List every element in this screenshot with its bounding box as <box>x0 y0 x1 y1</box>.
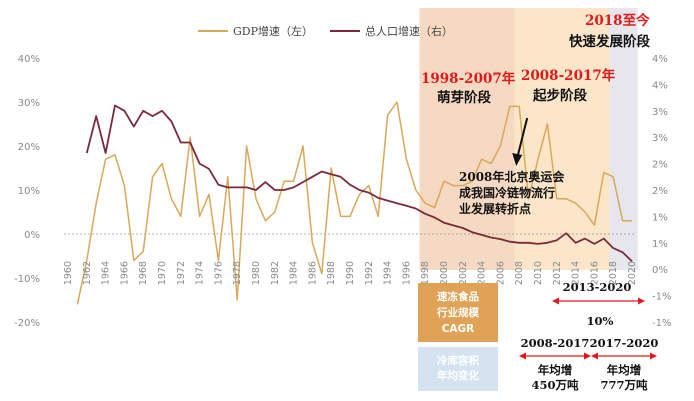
right-axis-tick-label: -1% <box>652 292 671 303</box>
storage-period-label: 2008-2017 <box>521 336 590 350</box>
x-axis-tick-label: 1970 <box>157 261 168 285</box>
right-axis-tick-label: 3% <box>652 133 668 144</box>
legend-label: GDP增速（左） <box>233 24 313 38</box>
storage-period-text: 450万吨 <box>531 378 579 392</box>
x-axis-tick-label: 2018 <box>608 261 619 285</box>
cagr-box-label: 行业规模 <box>436 306 479 319</box>
storage-box-label: 冷库容积 <box>437 354 479 367</box>
x-axis-tick-label: 1988 <box>326 261 337 285</box>
storage-period-label: 2017-2020 <box>590 336 659 350</box>
x-axis-tick-label: 2012 <box>552 261 563 285</box>
x-axis-tick-label: 1984 <box>289 261 300 285</box>
x-axis-tick-label: 2002 <box>458 261 469 285</box>
x-axis-tick-label: 1992 <box>364 261 375 285</box>
right-axis-tick-label: 3% <box>652 107 668 118</box>
period-title-3: 快速发展阶段 <box>569 33 650 50</box>
x-axis-tick-label: 2016 <box>589 261 600 285</box>
cagr-box-label: 速冻食品 <box>437 290 479 303</box>
right-axis-tick-label: 2% <box>652 186 668 197</box>
cagr-box <box>418 283 498 342</box>
gdp-growth-line <box>76 101 632 305</box>
x-axis-tick-label: 1968 <box>138 261 149 285</box>
storage-arrowhead-left <box>591 352 598 360</box>
x-axis-tick-label: 1986 <box>307 261 318 285</box>
x-axis-tick-label: 1998 <box>420 261 431 285</box>
x-axis-tick-label: 1974 <box>195 261 206 285</box>
x-axis-tick-label: 2008 <box>514 261 525 285</box>
storage-period-text: 777万吨 <box>600 378 648 392</box>
left-axis-tick-label: 0% <box>24 230 40 241</box>
right-axis-tick-label: 1% <box>652 239 668 250</box>
left-axis-tick-label: 30% <box>18 98 40 109</box>
period-title-2: 起步阶段 <box>532 87 587 104</box>
cagr-value: 10% <box>587 314 614 328</box>
period-label-1: 1998-2007年 <box>421 70 516 87</box>
legend-label: 总人口增速（右） <box>365 24 453 38</box>
storage-arrowhead-right <box>650 352 657 360</box>
right-axis-tick-label: 4% <box>652 54 668 65</box>
x-axis-tick-label: 2000 <box>439 261 450 285</box>
annotation-text: 业发展转折点 <box>459 201 531 216</box>
annotation-arrow <box>516 117 529 159</box>
left-axis-tick-label: 20% <box>18 142 40 153</box>
x-axis-tick-label: 1964 <box>101 261 112 285</box>
period-band <box>419 8 515 270</box>
storage-arrowhead-left <box>519 352 526 360</box>
storage-box-label: 年均变化 <box>437 369 479 382</box>
left-axis-tick-label: 40% <box>18 54 40 65</box>
x-axis-tick-label: 1982 <box>270 261 281 285</box>
cagr-arrowhead-right <box>638 297 645 305</box>
x-axis-tick-label: 2004 <box>477 261 488 285</box>
right-axis-tick-label: 1% <box>652 212 668 223</box>
storage-arrowhead-right <box>584 352 591 360</box>
x-axis-tick-label: 2014 <box>571 261 582 285</box>
left-axis-tick-label: 10% <box>18 186 40 197</box>
period-title-1: 萌芽阶段 <box>437 89 491 106</box>
x-axis-tick-label: 1996 <box>401 261 412 285</box>
x-axis-tick-label: 2010 <box>533 261 544 285</box>
x-axis-tick-label: 1972 <box>176 261 187 285</box>
period-band <box>609 8 638 270</box>
storage-box <box>418 347 498 391</box>
annotation-arrowhead <box>512 153 523 166</box>
annotation-text: 成我国冷链物流行 <box>459 185 555 200</box>
period-band <box>514 8 610 270</box>
period-label-3: 2018至今 <box>585 12 650 29</box>
x-axis-tick-label: 1990 <box>345 261 356 285</box>
x-axis-tick-label: 1962 <box>82 261 93 285</box>
period-label-2: 2008-2017年 <box>521 67 616 84</box>
right-axis-tick-label: 0% <box>652 265 668 276</box>
x-axis-tick-label: 1978 <box>232 261 243 285</box>
x-axis-tick-label: 1994 <box>383 261 394 285</box>
right-axis-tick-label: 2% <box>652 160 668 171</box>
population-growth-line <box>85 104 633 262</box>
right-axis-tick-label: -1% <box>652 318 671 329</box>
annotation-text: 2008年北京奥运会 <box>459 169 565 184</box>
x-axis-tick-label: 1960 <box>63 261 74 285</box>
storage-period-text: 年均增 <box>538 363 573 377</box>
storage-period-text: 年均增 <box>607 363 642 377</box>
cagr-box-label: CAGR <box>442 323 475 335</box>
x-axis-tick-label: 2020 <box>627 261 638 285</box>
x-axis-tick-label: 1980 <box>251 261 262 285</box>
cagr-period: 2013-2020 <box>563 280 632 294</box>
x-axis-tick-label: 1976 <box>213 261 224 285</box>
x-axis-tick-label: 1966 <box>119 261 130 285</box>
cagr-arrowhead-left <box>552 297 559 305</box>
left-axis-tick-label: -10% <box>14 274 40 285</box>
right-axis-tick-label: 4% <box>652 80 668 91</box>
x-axis-tick-label: 2006 <box>495 261 506 285</box>
left-axis-tick-label: -20% <box>14 318 40 329</box>
